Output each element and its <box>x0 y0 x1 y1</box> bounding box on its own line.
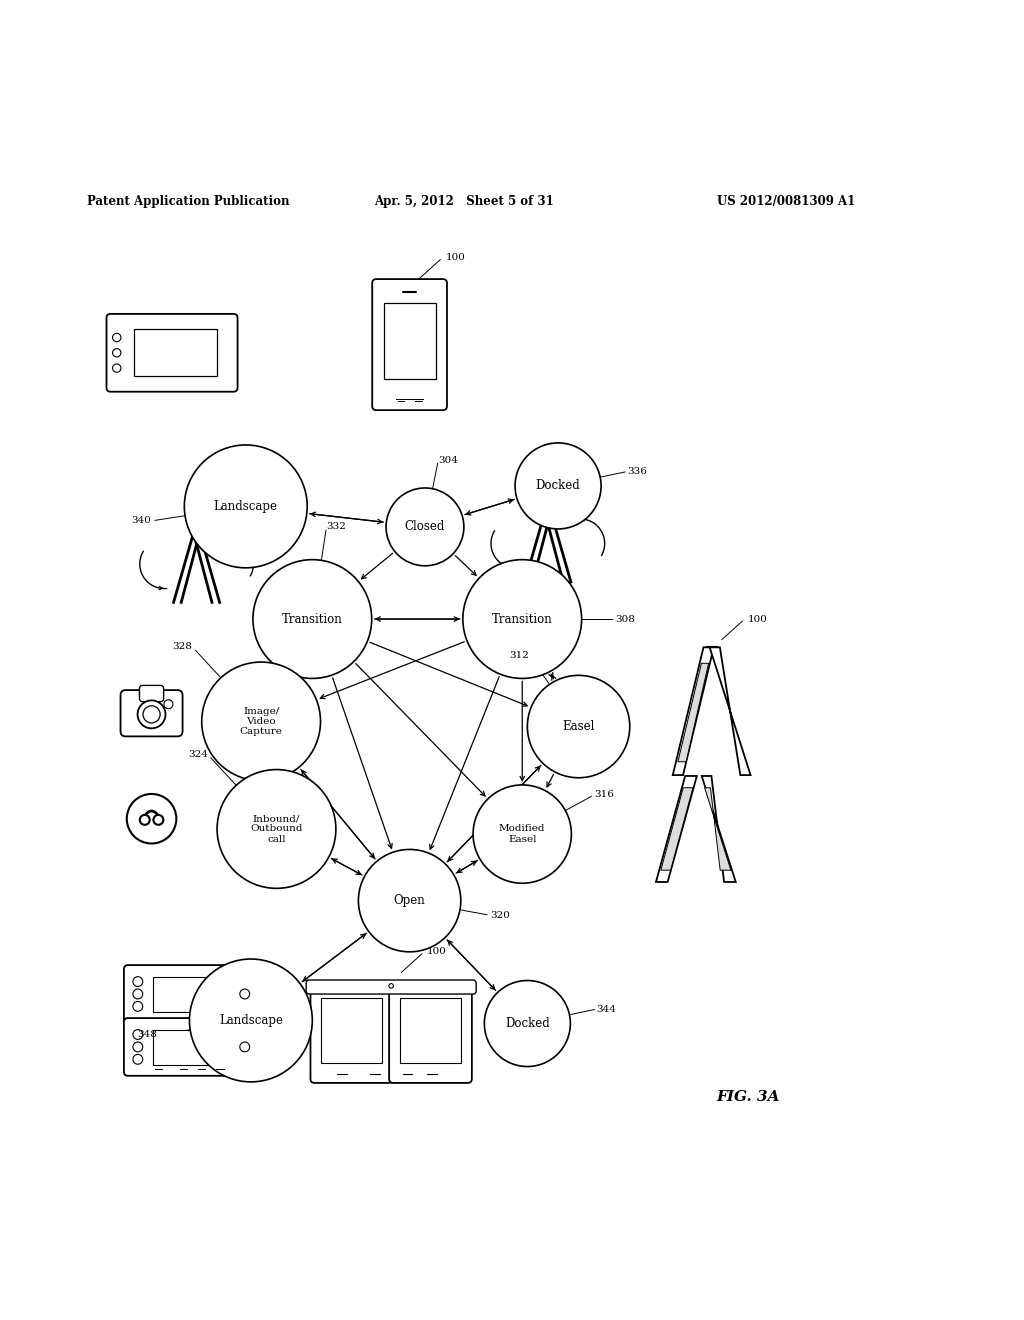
Text: 316: 316 <box>594 791 614 800</box>
Text: 348: 348 <box>137 1031 157 1039</box>
Text: 320: 320 <box>489 911 510 920</box>
Text: 100: 100 <box>748 615 767 623</box>
Circle shape <box>140 814 150 825</box>
Polygon shape <box>678 663 709 762</box>
Circle shape <box>113 348 121 356</box>
Text: Transition: Transition <box>282 612 343 626</box>
Circle shape <box>484 981 570 1067</box>
Polygon shape <box>710 647 751 775</box>
FancyBboxPatch shape <box>124 965 255 1023</box>
Circle shape <box>133 1002 142 1011</box>
Text: US 2012/0081309 A1: US 2012/0081309 A1 <box>717 195 855 207</box>
Text: Transition: Transition <box>492 612 553 626</box>
Bar <box>153 977 237 1012</box>
Text: 308: 308 <box>615 615 635 623</box>
Bar <box>153 1030 237 1065</box>
FancyBboxPatch shape <box>306 979 476 994</box>
Circle shape <box>473 785 571 883</box>
Circle shape <box>143 706 160 723</box>
Text: 336: 336 <box>628 467 647 477</box>
Circle shape <box>133 1030 142 1039</box>
Text: 324: 324 <box>187 750 208 759</box>
Polygon shape <box>705 788 731 870</box>
Circle shape <box>113 334 121 342</box>
Circle shape <box>389 983 393 989</box>
Text: Docked: Docked <box>536 479 581 492</box>
Text: Easel: Easel <box>562 721 595 733</box>
Circle shape <box>133 1041 142 1052</box>
Bar <box>384 302 435 379</box>
Text: Closed: Closed <box>404 520 445 533</box>
Circle shape <box>113 364 121 372</box>
Circle shape <box>133 989 142 999</box>
Circle shape <box>358 850 461 952</box>
Text: 312: 312 <box>510 651 529 660</box>
FancyBboxPatch shape <box>124 1018 255 1076</box>
Text: Apr. 5, 2012   Sheet 5 of 31: Apr. 5, 2012 Sheet 5 of 31 <box>374 195 554 207</box>
Text: Landscape: Landscape <box>214 500 278 513</box>
Text: 344: 344 <box>597 1005 616 1014</box>
Circle shape <box>127 793 176 843</box>
Text: Landscape: Landscape <box>219 1014 283 1027</box>
Circle shape <box>184 445 307 568</box>
Polygon shape <box>673 647 714 775</box>
Text: Open: Open <box>393 894 426 907</box>
Text: 100: 100 <box>445 253 465 263</box>
FancyBboxPatch shape <box>121 690 182 737</box>
Circle shape <box>202 663 321 781</box>
Text: Patent Application Publication: Patent Application Publication <box>87 195 290 207</box>
Circle shape <box>137 701 166 729</box>
Circle shape <box>463 560 582 678</box>
Polygon shape <box>660 788 693 870</box>
Polygon shape <box>656 776 696 882</box>
Circle shape <box>164 700 173 709</box>
Circle shape <box>240 1041 250 1052</box>
FancyBboxPatch shape <box>310 985 393 1082</box>
Polygon shape <box>701 776 735 882</box>
Text: Docked: Docked <box>505 1016 550 1030</box>
Circle shape <box>133 977 142 986</box>
Bar <box>400 998 461 1063</box>
Text: 304: 304 <box>438 457 458 465</box>
Circle shape <box>527 676 630 777</box>
Text: 332: 332 <box>327 523 346 532</box>
Text: Modified
Easel: Modified Easel <box>499 825 546 843</box>
Circle shape <box>154 814 163 825</box>
Text: Image/
Video
Capture: Image/ Video Capture <box>240 706 283 737</box>
Circle shape <box>386 488 464 566</box>
Text: FIG. 3A: FIG. 3A <box>717 1090 780 1105</box>
Text: Inbound/
Outbound
call: Inbound/ Outbound call <box>250 814 303 843</box>
Text: 328: 328 <box>172 643 193 652</box>
Circle shape <box>240 989 250 999</box>
FancyBboxPatch shape <box>139 685 164 702</box>
Text: 100: 100 <box>427 948 446 956</box>
Bar <box>322 998 382 1063</box>
Bar <box>134 329 217 376</box>
FancyBboxPatch shape <box>373 279 447 411</box>
Circle shape <box>253 560 372 678</box>
Circle shape <box>217 770 336 888</box>
FancyBboxPatch shape <box>389 985 472 1082</box>
FancyBboxPatch shape <box>106 314 238 392</box>
Circle shape <box>189 960 312 1082</box>
Circle shape <box>515 444 601 529</box>
Circle shape <box>133 1055 142 1064</box>
Text: 340: 340 <box>132 516 152 525</box>
